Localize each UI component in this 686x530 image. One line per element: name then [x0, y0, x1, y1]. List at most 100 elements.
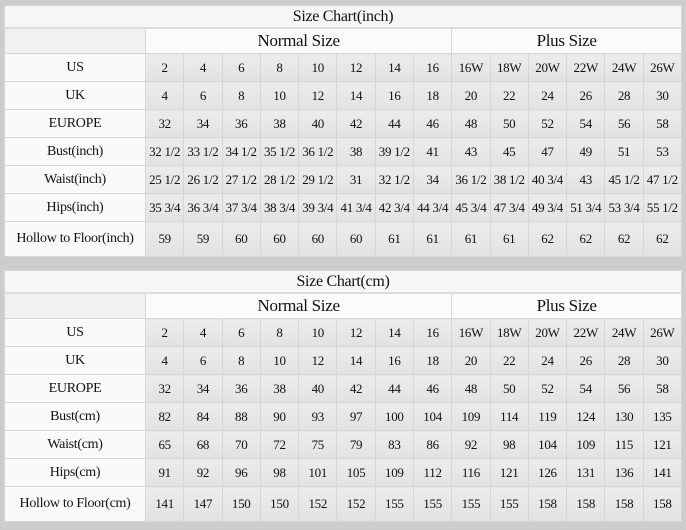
- normal-size-header: Normal Size: [144, 27, 453, 54]
- size-cell: 40: [298, 374, 338, 403]
- size-cell: 45 3/4: [451, 193, 491, 222]
- size-cell: 46: [412, 374, 453, 403]
- size-cell: 158: [604, 486, 644, 522]
- size-cell: 28 1/2: [259, 165, 300, 194]
- size-cell: 65: [144, 430, 185, 459]
- size-cell: 12: [336, 53, 376, 82]
- size-cell: 24W: [604, 53, 644, 82]
- size-cell: 36 1/2: [451, 165, 491, 194]
- table-row: UK 4 6 8 10 12 14 16 18 20 22 24 26 28 30: [4, 346, 683, 375]
- size-cell: 58: [642, 374, 683, 403]
- size-cell: 49: [566, 137, 606, 166]
- row-label: Waist(cm): [4, 430, 146, 459]
- size-cell: 2: [144, 53, 185, 82]
- plus-size-header: Plus Size: [451, 27, 682, 54]
- size-cell: 47 3/4: [489, 193, 529, 222]
- size-cell: 44 3/4: [412, 193, 453, 222]
- size-cell: 20W: [527, 318, 568, 347]
- size-cell: 36 3/4: [183, 193, 223, 222]
- size-cell: 121: [642, 430, 683, 459]
- size-cell: 62: [604, 221, 644, 257]
- row-label: UK: [4, 81, 146, 110]
- table-row: Hollow to Floor(cm) 141 147 150 150 152 152 155…: [4, 486, 683, 522]
- size-cell: 6: [183, 81, 223, 110]
- size-cell: 29 1/2: [298, 165, 338, 194]
- size-cell: 42 3/4: [374, 193, 414, 222]
- size-cell: 158: [642, 486, 683, 522]
- size-cell: 124: [566, 402, 606, 431]
- table-row: Hips(cm) 91 92 96 98 101 105 109 112 116 121 126 131…: [4, 458, 683, 487]
- normal-size-header: Normal Size: [144, 292, 453, 319]
- size-cell: 141: [642, 458, 683, 487]
- size-cell: 34: [183, 109, 223, 138]
- size-cell: 55 1/2: [642, 193, 683, 222]
- size-cell: 20W: [527, 53, 568, 82]
- size-cell: 26: [566, 81, 606, 110]
- size-cell: 39 3/4: [298, 193, 338, 222]
- size-cell: 18W: [489, 53, 529, 82]
- size-cell: 38: [259, 109, 300, 138]
- size-cell: 26 1/2: [183, 165, 223, 194]
- table-row: Hips(inch) 35 3/4 36 3/4 37 3/4 38 3/4 39 3/4…: [4, 193, 683, 222]
- row-label: Hips(cm): [4, 458, 146, 487]
- size-cell: 16W: [451, 53, 491, 82]
- size-cell: 116: [451, 458, 491, 487]
- size-cell: 38 3/4: [259, 193, 300, 222]
- size-cell: 6: [221, 318, 261, 347]
- size-cell: 43: [451, 137, 491, 166]
- size-cell: 14: [336, 346, 376, 375]
- size-cell: 43: [566, 165, 606, 194]
- size-cell: 6: [183, 346, 223, 375]
- size-cell: 8: [221, 81, 261, 110]
- size-cell: 48: [451, 374, 491, 403]
- size-cell: 56: [604, 374, 644, 403]
- size-cell: 37 3/4: [221, 193, 261, 222]
- size-cell: 26W: [642, 318, 683, 347]
- size-cell: 130: [604, 402, 644, 431]
- size-cell: 72: [259, 430, 300, 459]
- size-cell: 115: [604, 430, 644, 459]
- size-cell: 90: [259, 402, 300, 431]
- size-cell: 4: [144, 346, 185, 375]
- row-label: Waist(inch): [4, 165, 146, 194]
- size-cell: 24: [527, 346, 568, 375]
- size-cell: 42: [336, 374, 376, 403]
- size-cell: 20: [451, 346, 491, 375]
- size-cell: 12: [298, 81, 338, 110]
- size-cell: 100: [374, 402, 414, 431]
- size-cell: 109: [374, 458, 414, 487]
- size-cell: 60: [259, 221, 300, 257]
- size-cell: 131: [566, 458, 606, 487]
- size-cell: 30: [642, 346, 683, 375]
- size-cell: 62: [527, 221, 568, 257]
- table-row: Bust(cm) 82 84 88 90 93 97 100 104 109 114 119 124 13…: [4, 402, 683, 431]
- size-cell: 112: [412, 458, 453, 487]
- table-row: Hollow to Floor(inch) 59 59 60 60 60 60 61 61 61 6…: [4, 221, 683, 257]
- row-label: US: [4, 318, 146, 347]
- size-cell: 24: [527, 81, 568, 110]
- size-cell: 26W: [642, 53, 683, 82]
- size-cell: 62: [566, 221, 606, 257]
- size-cell: 147: [183, 486, 223, 522]
- row-label: Hips(inch): [4, 193, 146, 222]
- size-cell: 61: [412, 221, 453, 257]
- size-cell: 126: [527, 458, 568, 487]
- size-cell: 93: [298, 402, 338, 431]
- size-cell: 59: [183, 221, 223, 257]
- size-cell: 10: [298, 53, 338, 82]
- size-cell: 60: [298, 221, 338, 257]
- size-cell: 28: [604, 346, 644, 375]
- size-cell: 141: [144, 486, 185, 522]
- size-cell: 155: [489, 486, 529, 522]
- size-cell: 52: [527, 374, 568, 403]
- size-cell: 101: [298, 458, 338, 487]
- size-cell: 52: [527, 109, 568, 138]
- row-label: UK: [4, 346, 146, 375]
- size-cell: 50: [489, 109, 529, 138]
- size-cell: 158: [527, 486, 568, 522]
- size-cell: 10: [298, 318, 338, 347]
- size-cell: 12: [336, 318, 376, 347]
- size-cell: 61: [451, 221, 491, 257]
- size-cell: 50: [489, 374, 529, 403]
- size-cell: 68: [183, 430, 223, 459]
